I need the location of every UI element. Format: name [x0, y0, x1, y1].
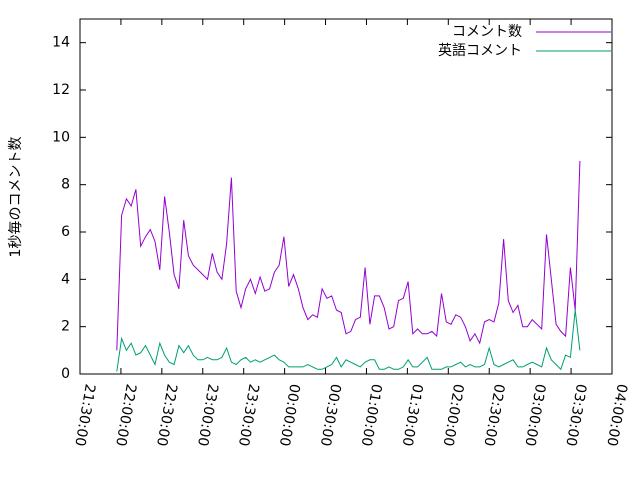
- legend-label: コメント数: [452, 24, 522, 40]
- y-tick-label: 14: [52, 35, 70, 51]
- plot-border: [79, 18, 613, 375]
- y-tick-label: 4: [61, 271, 70, 287]
- y-tick-label: 6: [61, 224, 70, 240]
- y-tick-label: 12: [52, 82, 70, 98]
- y-tick-label: 2: [61, 319, 70, 335]
- line-series: [116, 310, 581, 372]
- y-axis-label: 1秒毎のコメント数: [8, 137, 24, 258]
- line-series: [116, 160, 581, 351]
- y-tick-label: 0: [61, 366, 70, 382]
- y-tick-label: 10: [52, 129, 70, 145]
- legend-label: 英語コメント: [438, 42, 522, 59]
- y-tick-label: 8: [61, 177, 70, 193]
